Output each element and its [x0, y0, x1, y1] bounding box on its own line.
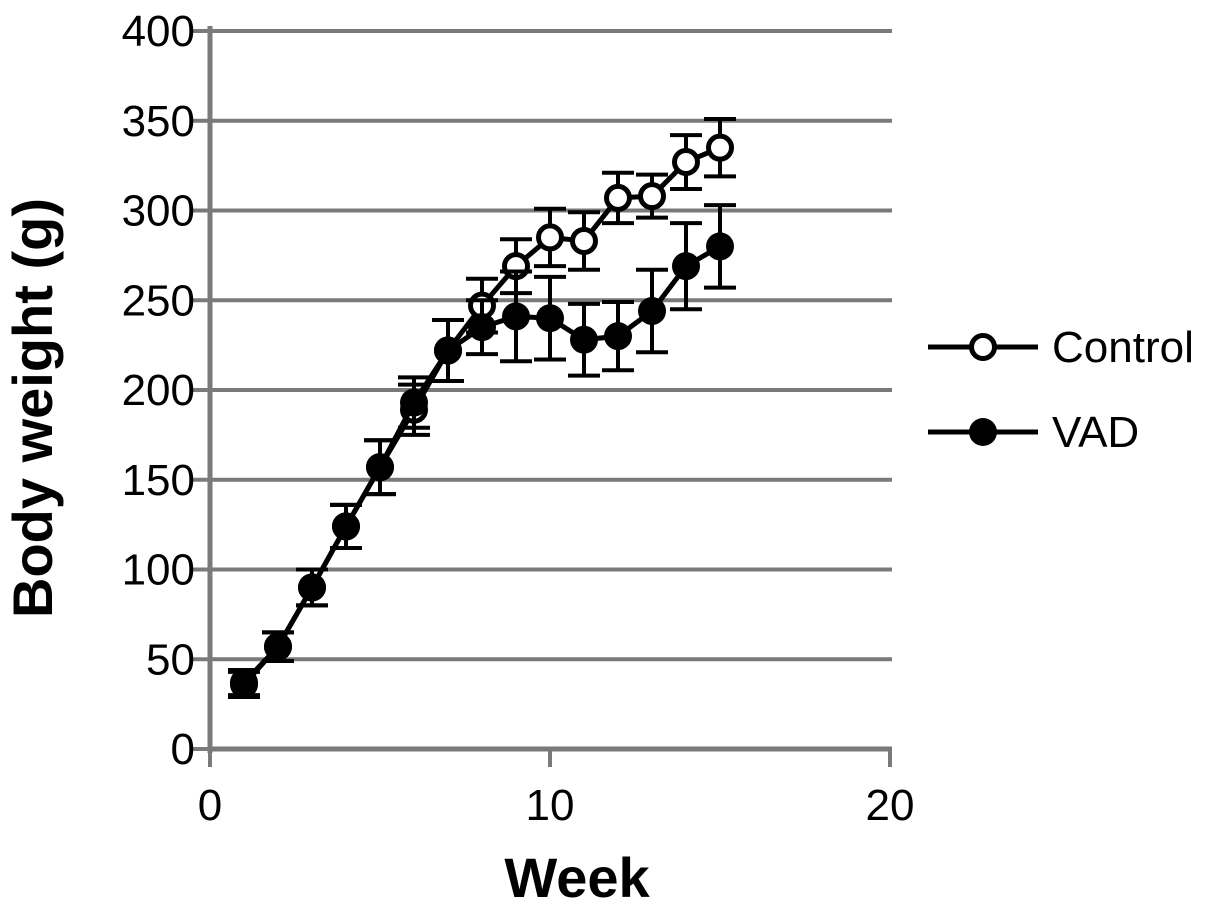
x-tick-label-0: 0 — [198, 781, 222, 830]
point-vad-week-5 — [366, 453, 394, 482]
point-control-week-12 — [604, 183, 632, 212]
point-vad-week-2 — [264, 632, 292, 661]
legend: Control VAD — [928, 323, 1194, 457]
point-vad-week-1 — [230, 668, 258, 697]
y-tick-label-350: 350 — [122, 97, 195, 146]
y-tick-label-100: 100 — [122, 546, 195, 595]
point-vad-week-9 — [502, 302, 530, 331]
point-vad-week-14 — [672, 252, 700, 281]
y-tick-label-50: 50 — [146, 635, 195, 684]
y-axis-title: Body weight (g) — [1, 198, 64, 618]
point-vad-week-8 — [468, 313, 496, 342]
legend-label-vad: VAD — [1052, 408, 1139, 457]
legend-item-vad: VAD — [928, 408, 1139, 457]
legend-label-control: Control — [1052, 323, 1194, 372]
point-vad-week-6 — [400, 388, 428, 417]
x-tick-label-10: 10 — [526, 781, 575, 830]
point-control-week-10 — [536, 223, 564, 252]
point-control-week-11 — [570, 227, 598, 256]
legend-filled-circle-icon — [969, 418, 997, 446]
point-vad-week-13 — [638, 297, 666, 326]
y-tick-label-250: 250 — [122, 276, 195, 325]
markers-control — [230, 133, 734, 699]
legend-item-control: Control — [928, 323, 1194, 372]
y-tick-label-0: 0 — [171, 725, 195, 774]
x-tick-label-20: 20 — [866, 781, 915, 830]
point-control-week-13 — [638, 182, 666, 211]
legend-open-circle-icon — [969, 333, 997, 361]
axes — [193, 26, 892, 767]
markers-vad — [230, 232, 734, 697]
point-control-week-15 — [706, 133, 734, 162]
point-vad-week-10 — [536, 304, 564, 333]
y-axis-tick-labels: 0 50 100 150 200 250 300 350 400 — [122, 7, 195, 774]
series-vad — [228, 203, 736, 698]
x-axis-tick-labels: 0 10 20 — [198, 781, 915, 830]
point-vad-week-11 — [570, 325, 598, 354]
point-vad-week-3 — [298, 573, 326, 602]
x-axis-title: Week — [504, 846, 650, 909]
y-tick-label-150: 150 — [122, 456, 195, 505]
y-tick-label-300: 300 — [122, 187, 195, 236]
gridlines — [210, 29, 892, 752]
series-control — [228, 116, 736, 699]
point-vad-week-4 — [332, 512, 360, 541]
point-control-week-14 — [672, 148, 700, 177]
y-tick-label-400: 400 — [122, 7, 195, 56]
y-tick-label-200: 200 — [122, 366, 195, 415]
point-vad-week-7 — [434, 336, 462, 365]
point-vad-week-12 — [604, 322, 632, 351]
data-series-container — [228, 116, 736, 699]
point-vad-week-15 — [706, 232, 734, 261]
